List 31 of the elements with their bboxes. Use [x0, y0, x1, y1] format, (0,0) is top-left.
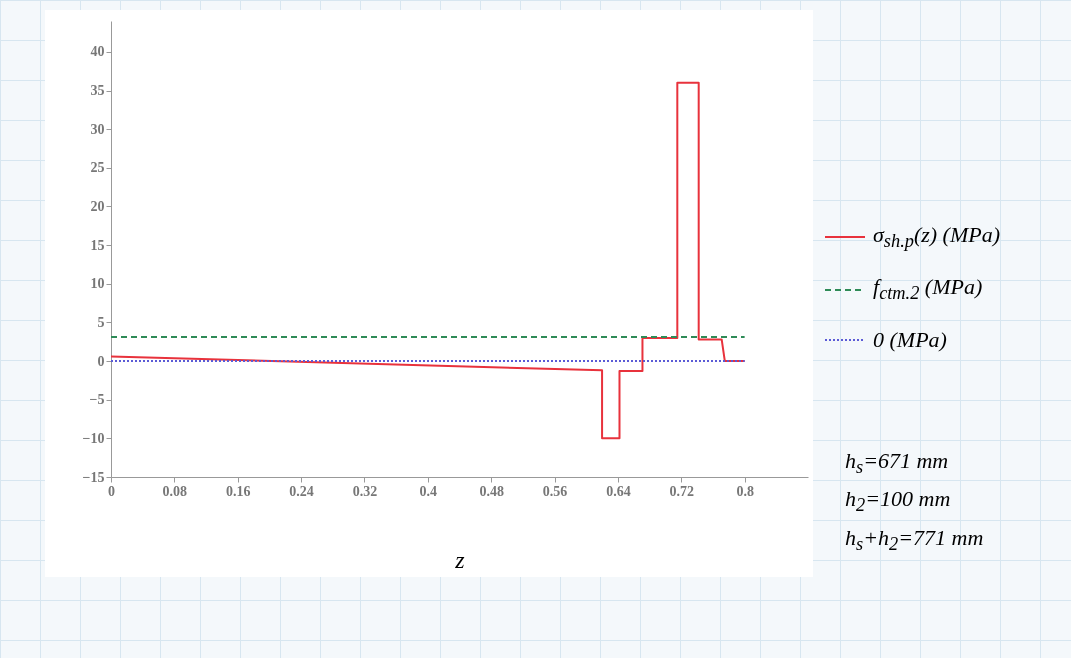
- legend-label: 0 (MPa): [873, 326, 947, 353]
- y-tick-label: 40: [90, 44, 105, 60]
- text: h$_{2}$=100 mm: [845, 485, 952, 518]
- x-tick-label: 0: [108, 483, 115, 499]
- y-tick-label: −10: [82, 430, 105, 446]
- x-tick-label: 0.32: [352, 483, 378, 499]
- y-tick-label: 25: [90, 160, 105, 176]
- y-tick-label: 20: [90, 198, 105, 214]
- x-tick-label: 0.8: [736, 483, 754, 499]
- x-tick-label: 0.56: [542, 483, 568, 499]
- x-axis-title: z: [454, 546, 466, 573]
- text: h$_{s}$+h$_{2}$=771 mm: [845, 523, 984, 557]
- x-tick-label: 0.08: [162, 483, 188, 499]
- y-tick-label: −15: [82, 469, 105, 485]
- y-tick-label: 5: [97, 314, 105, 330]
- y-tick-label: 30: [90, 121, 105, 137]
- y-tick-label: 10: [90, 276, 105, 292]
- x-tick-label: 0.64: [606, 483, 631, 499]
- text: h$_{s}$=671 mm: [845, 447, 950, 480]
- y-tick-label: −5: [89, 392, 105, 408]
- legend-label: σ$_{sh.p}$(z) (MPa): [873, 222, 1001, 253]
- legend-label: f$_{ctm.2}$ (MPa): [873, 274, 983, 305]
- y-tick-label: 0: [97, 353, 105, 369]
- y-tick-label: 35: [90, 83, 105, 99]
- x-tick-label: 0.24: [289, 483, 314, 499]
- x-tick-label: 0.72: [669, 483, 695, 499]
- x-tick-label: 0.48: [479, 483, 504, 499]
- x-tick-label: 0.4: [419, 483, 438, 499]
- line-series: [111, 81, 746, 440]
- y-tick-label: 15: [90, 237, 105, 253]
- x-tick-label: 0.16: [225, 483, 251, 499]
